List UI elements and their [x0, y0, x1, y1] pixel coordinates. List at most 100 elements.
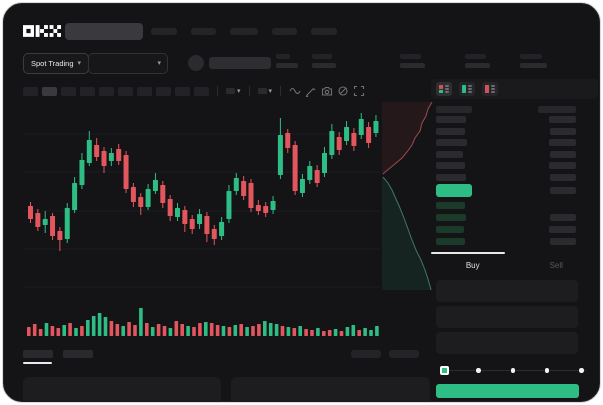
- bottom-tab-placeholder[interactable]: [63, 350, 93, 358]
- slider-stop[interactable]: [510, 368, 515, 373]
- scale-control-placeholder[interactable]: [351, 350, 381, 358]
- toolbar-item-placeholder[interactable]: [156, 86, 171, 96]
- amount-bar: [550, 187, 576, 194]
- toolbar-dropdown[interactable]: ▾: [226, 88, 241, 95]
- order-book-row[interactable]: [436, 139, 576, 147]
- last-price-bar[interactable]: [436, 184, 472, 197]
- asks-only-icon[interactable]: [482, 82, 498, 96]
- record-icon[interactable]: [337, 85, 349, 97]
- toolbar-item-placeholder[interactable]: [118, 86, 133, 96]
- stat-label-placeholder: [400, 54, 421, 59]
- toolbar-item-placeholder[interactable]: [23, 86, 38, 96]
- toolbar-item-placeholder[interactable]: [194, 86, 209, 96]
- nav-item-placeholder[interactable]: [230, 28, 258, 35]
- book-lines: [491, 85, 495, 93]
- order-book-row[interactable]: [436, 214, 576, 221]
- stat-label-placeholder: [520, 54, 542, 59]
- order-book-row[interactable]: [436, 150, 576, 158]
- scale-control-placeholder[interactable]: [389, 350, 419, 358]
- book-line: [445, 91, 449, 93]
- nav-item-placeholder[interactable]: [191, 28, 216, 35]
- camera-icon[interactable]: [321, 85, 333, 97]
- toolbar-item-placeholder[interactable]: [137, 86, 152, 96]
- tab-sell[interactable]: Sell: [549, 261, 563, 270]
- stat-value-placeholder: [465, 63, 490, 68]
- nav-item-placeholder[interactable]: [311, 28, 337, 35]
- order-book-row[interactable]: [436, 226, 576, 233]
- book-line: [491, 85, 495, 87]
- ask-cell: [439, 85, 443, 89]
- coin-avatar: [188, 55, 204, 71]
- book-line: [468, 85, 472, 87]
- amount-bar: [538, 106, 576, 113]
- toolbar-item-placeholder[interactable]: [80, 86, 95, 96]
- price-bar: [436, 226, 464, 233]
- order-book-row[interactable]: [436, 127, 576, 135]
- toolbar-item-placeholder[interactable]: [99, 86, 114, 96]
- divider: [248, 86, 250, 96]
- order-input-2[interactable]: [436, 332, 578, 354]
- active-tab-underline: [23, 362, 52, 364]
- price-bar: [436, 214, 466, 221]
- order-book-row[interactable]: [436, 174, 576, 181]
- top-nav: [151, 28, 337, 35]
- book-line: [445, 85, 449, 87]
- order-input-1[interactable]: [436, 306, 578, 328]
- order-book-row[interactable]: [436, 116, 576, 123]
- order-book-row[interactable]: [436, 162, 576, 170]
- order-book-row[interactable]: [436, 187, 576, 194]
- ask-cell: [485, 85, 489, 93]
- fullscreen-icon[interactable]: [353, 85, 365, 97]
- bid-cell: [439, 89, 443, 93]
- toolbar-item-placeholder[interactable]: [61, 86, 76, 96]
- order-book-row[interactable]: [436, 238, 576, 245]
- stat-label-placeholder: [465, 54, 486, 59]
- price-bar: [436, 238, 465, 245]
- nav-item-placeholder[interactable]: [151, 28, 177, 35]
- stat-label-placeholder: [276, 54, 290, 59]
- nav-item-placeholder[interactable]: [272, 28, 297, 35]
- price-bar: [436, 139, 467, 147]
- chart-toolbar: ▾ ▾: [23, 85, 365, 97]
- pair-selector-dropdown[interactable]: ▾: [88, 53, 168, 74]
- slider-handle[interactable]: [440, 365, 449, 375]
- toolbar-item-placeholder[interactable]: [42, 86, 57, 96]
- chevron-down-icon: ▾: [157, 60, 161, 67]
- amount-bar: [550, 238, 576, 245]
- ticker-stat-placeholder: [465, 54, 490, 68]
- bid-cell: [462, 85, 466, 93]
- pair-name-placeholder: [209, 57, 271, 69]
- amount-slider[interactable]: [440, 365, 586, 375]
- tab-buy[interactable]: Buy: [465, 261, 480, 270]
- chevron-down-icon: ▾: [77, 60, 82, 67]
- bottom-tab-placeholder[interactable]: [23, 350, 53, 358]
- book-color-column: [485, 85, 489, 93]
- slider-stop[interactable]: [579, 368, 584, 373]
- combined-book-icon[interactable]: [436, 82, 452, 96]
- ticker-stat-placeholder: [312, 54, 336, 68]
- book-line: [491, 88, 495, 90]
- slider-stop[interactable]: [544, 368, 550, 373]
- price-bar: [436, 162, 465, 170]
- order-book-row[interactable]: [436, 202, 576, 209]
- slider-stop[interactable]: [476, 368, 481, 373]
- amount-bar: [550, 150, 576, 158]
- bids-only-icon[interactable]: [459, 82, 475, 96]
- order-input-0[interactable]: [436, 280, 578, 302]
- price-bar: [436, 150, 463, 158]
- price-bar: [436, 116, 466, 123]
- order-book-row[interactable]: [436, 106, 576, 113]
- buy-submit-button[interactable]: [436, 384, 579, 398]
- buy-sell-tabs: Buy Sell: [431, 257, 598, 274]
- price-bar: [436, 127, 465, 135]
- divider: [217, 86, 218, 96]
- market-type-dropdown[interactable]: Spot Trading ▾: [23, 53, 90, 74]
- wave-icon[interactable]: [289, 85, 301, 97]
- amount-bar: [550, 174, 576, 181]
- amount-bar: [549, 226, 576, 233]
- search-input[interactable]: [65, 23, 143, 40]
- toolbar-dropdown[interactable]: ▾: [257, 88, 272, 95]
- pencil-icon[interactable]: [305, 85, 317, 97]
- toolbar-item-placeholder[interactable]: [175, 86, 190, 96]
- okx-logo: [23, 25, 61, 37]
